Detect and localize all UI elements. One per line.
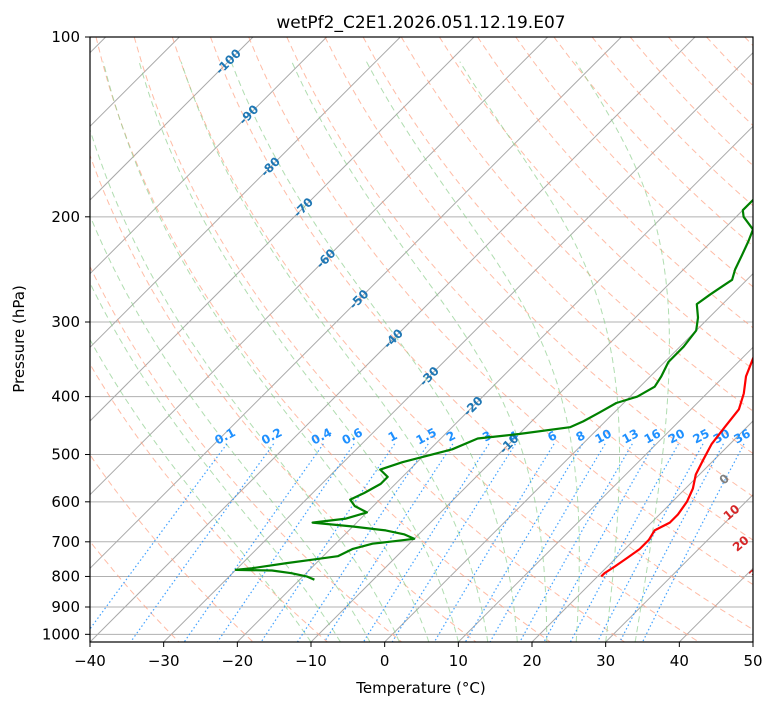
x-tick-label: 40 (670, 652, 689, 670)
dry-adiabat (90, 265, 403, 642)
dry-adiabat (90, 363, 328, 642)
mixing-ratio-label: 36 (732, 426, 753, 446)
x-tick-label: −10 (295, 652, 327, 670)
isotherm (310, 199, 753, 642)
y-tick-label: 1000 (42, 625, 80, 643)
isotherm (90, 37, 696, 642)
x-tick-label: 50 (743, 652, 762, 670)
isotherm (236, 125, 753, 642)
chart-title: wetPf2_C2E1.2026.051.12.19.E07 (276, 13, 565, 33)
dry-adiabat (95, 37, 551, 642)
mixing-ratio-line (433, 443, 555, 642)
x-tick-label: 30 (596, 652, 615, 670)
x-tick-label: −20 (222, 652, 254, 670)
mixing-ratio-line (296, 443, 429, 642)
dry-adiabat-label: 40 (758, 593, 775, 614)
mixing-ratio-line (543, 443, 655, 642)
isotherm (605, 493, 753, 642)
x-tick-label: 10 (449, 652, 468, 670)
isotherm (384, 272, 753, 642)
x-tick-label: 20 (522, 652, 541, 670)
mixing-ratio-line (130, 443, 275, 642)
dry-adiabat-label: 30 (746, 561, 768, 582)
mixing-ratio-label: 10 (593, 426, 614, 446)
pressure-gridlines (90, 37, 753, 635)
y-tick-label: 200 (51, 208, 80, 226)
moist-adiabat (459, 61, 620, 642)
isotherm (457, 346, 753, 642)
dry-adiabat (286, 37, 753, 541)
mixing-ratio-label: 16 (642, 426, 663, 446)
moist-adiabat-lines (90, 61, 670, 642)
isotherm (163, 51, 753, 642)
mixing-ratio-label: 30 (711, 426, 732, 446)
y-tick-label: 400 (51, 388, 80, 406)
mixing-ratio-line (90, 443, 228, 630)
mixing-ratio-line (489, 443, 606, 642)
mixing-ratio-line (323, 443, 454, 642)
dry-adiabat (400, 37, 753, 412)
x-axis-label: Temperature (°C) (355, 679, 485, 697)
y-tick-label: 300 (51, 313, 80, 331)
x-tick-label: 0 (380, 652, 390, 670)
profile-series-line (600, 355, 753, 578)
y-tick-label: 700 (51, 533, 80, 551)
isotherm (90, 37, 401, 349)
dry-adiabat (133, 37, 625, 642)
mixing-ratio-lines (90, 443, 745, 642)
y-tick-label: 900 (51, 598, 80, 616)
mixing-ratio-line (619, 443, 724, 642)
moist-adiabat (230, 61, 518, 642)
mixing-ratio-label: 13 (620, 426, 641, 446)
mixing-ratio-line (391, 443, 516, 642)
isotherm (752, 641, 753, 642)
dry-adiabat (248, 37, 753, 586)
plot-frame (89, 36, 754, 643)
isotherm (90, 37, 622, 570)
isotherm (90, 37, 549, 496)
moist-adiabat (291, 61, 548, 642)
dry-adiabat-lines (90, 37, 753, 642)
moist-adiabat (366, 61, 580, 642)
dry-adiabat (90, 153, 477, 642)
moist-adiabat (90, 338, 312, 642)
moist-adiabat (90, 214, 371, 642)
dry-adiabat (171, 37, 700, 642)
y-tick-label: 800 (51, 567, 80, 585)
isotherm (531, 420, 753, 642)
moist-adiabat (575, 61, 670, 642)
mixing-ratio-line (596, 443, 704, 642)
y-tick-label: 500 (51, 446, 80, 464)
moist-adiabat (90, 281, 341, 642)
isotherm (90, 37, 254, 201)
moist-adiabat (90, 128, 400, 642)
dry-adiabat (515, 37, 753, 288)
mixing-ratio-line (183, 443, 324, 642)
y-axis-label: Pressure (hPa) (10, 285, 28, 393)
isotherm-lines (90, 37, 753, 642)
mixing-ratio-line (464, 443, 584, 642)
dry-adiabat (90, 540, 180, 642)
dry-adiabat (362, 37, 753, 455)
isotherm (90, 37, 328, 275)
isotherm (90, 37, 475, 422)
mixing-ratio-line (642, 443, 745, 642)
moist-adiabat (102, 61, 430, 642)
y-tick-label: 600 (51, 493, 80, 511)
mixing-ratio-line (519, 443, 633, 642)
y-tick-label: 100 (51, 28, 80, 46)
x-tick-label: −40 (74, 652, 106, 670)
mixing-ratio-label: 20 (666, 426, 687, 446)
y-axis-ticks: 100 200 300 400 500 600 700 800 900 1000 (42, 28, 90, 643)
x-tick-label: −30 (148, 652, 180, 670)
profile-lines (234, 198, 753, 581)
moist-adiabat (138, 61, 459, 642)
plot-background (90, 37, 753, 642)
dry-adiabat (210, 37, 753, 631)
mixing-ratio-label: 25 (690, 426, 711, 446)
profile-series-line (234, 198, 753, 581)
moist-adiabat (180, 61, 489, 642)
x-axis-ticks: −40 −30 −20 −10 0 10 20 30 40 50 (74, 642, 763, 670)
